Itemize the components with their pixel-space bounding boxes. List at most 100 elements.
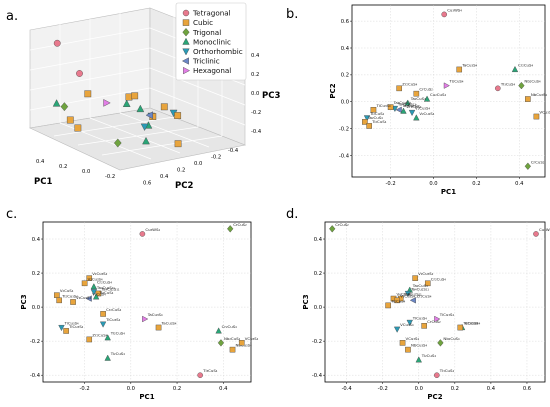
point-3 xyxy=(424,280,431,287)
point-0 xyxy=(329,225,336,233)
point-16 xyxy=(400,107,407,114)
point-label: Ti₂CuS₄ xyxy=(369,111,385,116)
panel-a-y-tick: 0.4 xyxy=(160,174,169,180)
panel-a-point-21 xyxy=(174,112,182,120)
point-21 xyxy=(362,119,368,125)
point-label: Cu₃WS₄ xyxy=(145,227,160,232)
point-5 xyxy=(404,290,412,298)
panel-a-x-tick: -0.2 xyxy=(105,174,115,180)
y-tick-label: -0.4 xyxy=(30,373,41,379)
point-label: V₂CuS₄ xyxy=(60,288,74,293)
point-label: Ta₄Cu₂S₁₁ xyxy=(397,101,416,106)
point-4 xyxy=(90,283,98,290)
point-label: Tl₃CuS₄ xyxy=(500,81,516,86)
point-21 xyxy=(215,327,222,334)
panel-a-point-0 xyxy=(53,39,61,47)
point-17 xyxy=(399,340,406,346)
panel-a-point-19 xyxy=(160,103,168,111)
point-label: Cu₃WS₄ xyxy=(539,227,550,232)
point-4 xyxy=(456,66,463,73)
x-tick-label: 0.2 xyxy=(451,386,459,392)
y-tick-label: 0.0 xyxy=(32,305,40,311)
point-label: Ti₂CuS₄ xyxy=(421,353,437,358)
point-9 xyxy=(413,90,420,97)
x-axis-label: PC1 xyxy=(139,393,154,401)
point-label: CrCuS₂ xyxy=(233,222,247,227)
panel-a-x-tick: 0.2 xyxy=(59,164,67,170)
point-label: Ta₂Cu₂S₄ xyxy=(401,103,419,108)
y-tick-label: 0.2 xyxy=(314,271,322,277)
point-15 xyxy=(99,321,107,328)
point-2 xyxy=(86,275,93,281)
point-9 xyxy=(409,297,416,304)
panel-a-pc1-label: PC1 xyxy=(34,177,52,187)
panel-a-y-tick: 0.2 xyxy=(177,168,185,174)
point-label: Nb₂CuS₄ xyxy=(224,336,241,341)
panel-a-point-5 xyxy=(66,116,74,124)
legend-marker-orthorhombic xyxy=(182,48,190,56)
point-label: TiCu₃S₄ xyxy=(68,324,84,329)
point-19 xyxy=(142,315,149,323)
point-17 xyxy=(408,109,416,117)
panel-c-scatter: -0.2 0.0 0.2 0.4 -0.4 -0.2 0.0 0.2 0.4 PC1 PC3 Cu₃W… xyxy=(20,221,259,401)
panel-a-point-15 xyxy=(145,111,153,120)
point-label: V₂Cu₃S₄ xyxy=(400,293,415,298)
point-12 xyxy=(406,319,413,326)
x-tick-label: 0.0 xyxy=(429,181,437,187)
point-15 xyxy=(421,323,427,329)
x-tick-label: -0.2 xyxy=(378,386,388,392)
point-label: TaCu₃S₄ xyxy=(461,63,477,68)
panel-a-point-18 xyxy=(142,136,150,145)
point-label: Ti₂CuS₄ xyxy=(98,290,114,295)
panel-a-point-22 xyxy=(174,140,182,148)
point-label: Ta₄Cu₂S₁₁ xyxy=(403,292,422,297)
point-14 xyxy=(387,104,394,110)
point-7 xyxy=(92,293,100,300)
panel-a-x-tick: 0.0 xyxy=(82,169,90,175)
point-3 xyxy=(511,65,519,73)
panel-a-3d-scatter: 0.4 0.2 0.0 -0.2 -0.4 -0.2 0.0 0.2 0.4 0.6 0.4 0.2 0… xyxy=(28,7,280,191)
point-label: NbCu₃S₄ xyxy=(411,343,428,348)
y-tick-label: 0.2 xyxy=(341,73,349,79)
point-label: Nb₂CuS₄ xyxy=(524,79,541,84)
point-label: VCu₃S₄ xyxy=(400,322,414,327)
legend-marker-hexagonal xyxy=(183,66,191,75)
point-label: Ti₂CuS₄ xyxy=(110,331,126,336)
point-label: TiCu₃S₄ xyxy=(412,315,428,320)
point-label: V₂Cu₂S₄ xyxy=(419,111,434,116)
panel-a-y-tick: 0.0 xyxy=(194,161,202,167)
point-label: V₂CuS₄ xyxy=(92,292,106,297)
panel-a-point-17 xyxy=(140,123,149,131)
point-label: Cr₂CuS₄ xyxy=(518,63,534,68)
panel-a-z-tick: -0.2 xyxy=(251,110,261,116)
point-label: Cr₂CuS₄ xyxy=(222,324,238,329)
point-8 xyxy=(443,82,450,89)
plot-frame xyxy=(42,221,252,383)
point-6 xyxy=(95,290,102,297)
point-0 xyxy=(441,11,448,18)
point-label: TaCu₃S₄ xyxy=(161,321,177,326)
point-25 xyxy=(238,340,245,346)
point-5 xyxy=(525,96,531,102)
point-label: Cr₂CuS₄ xyxy=(431,276,447,281)
point-10 xyxy=(56,297,62,304)
panel-a-point-12 xyxy=(136,104,145,113)
point-label: Cu₂CuS₄ xyxy=(430,92,446,97)
point-label: V₂Cu₃S₄ xyxy=(415,106,430,111)
point-21 xyxy=(434,372,440,378)
panel-a-z-tick: 0.2 xyxy=(251,72,259,78)
legend-label-orthorhombic: Orthorhombic xyxy=(193,47,243,56)
panel-a-point-2 xyxy=(60,102,69,112)
panel-a-point-6 xyxy=(74,124,82,132)
point-6 xyxy=(533,113,540,120)
y-tick-label: 0.0 xyxy=(314,305,322,311)
legend-label-monoclinic: Monoclinic xyxy=(193,37,231,46)
point-label: TiCu₃S₄ xyxy=(375,103,391,108)
point-8 xyxy=(85,295,92,302)
panel-a-z-tick: 0.4 xyxy=(251,53,260,59)
panel-label-c: c. xyxy=(6,207,17,222)
point-label: CrCuS₂ xyxy=(419,87,433,92)
y-tick-label: 0.2 xyxy=(32,271,40,277)
panel-label-d: d. xyxy=(286,207,298,222)
y-tick-label: -0.4 xyxy=(339,153,350,159)
